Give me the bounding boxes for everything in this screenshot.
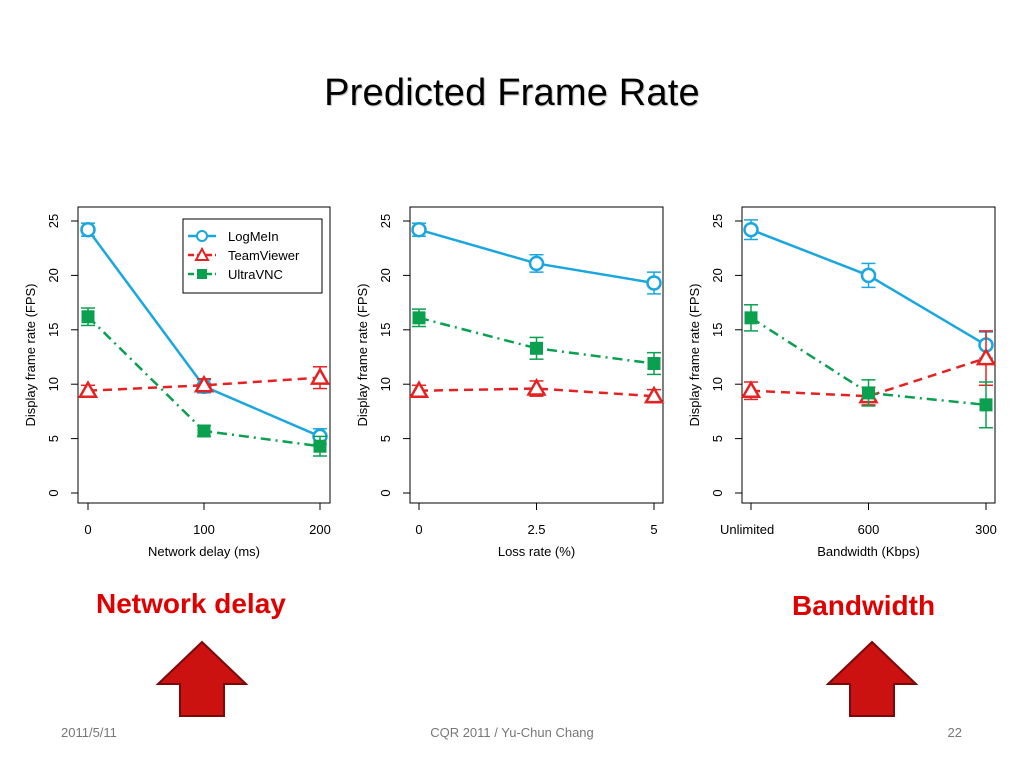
series-ultravnc	[81, 307, 327, 457]
data-point-square	[862, 386, 875, 400]
legend-marker	[197, 269, 207, 279]
series-teamviewer	[408, 378, 665, 404]
data-point-circle	[80, 221, 96, 238]
up-arrow-icon	[825, 640, 919, 717]
x-axis-label: Loss rate (%)	[498, 544, 575, 559]
data-point-triangle	[975, 347, 997, 366]
x-tick-label: 2.5	[527, 522, 545, 537]
data-point-triangle	[77, 380, 99, 398]
y-tick-label: 10	[378, 377, 393, 391]
data-point-square	[412, 311, 426, 325]
data-point-circle	[860, 267, 877, 284]
y-tick-label: 0	[710, 489, 725, 496]
callout-network-delay: Network delay	[96, 588, 286, 619]
legend-marker	[194, 246, 210, 261]
data-point-square	[979, 398, 993, 412]
data-point-triangle	[526, 378, 547, 396]
y-tick-label: 10	[710, 377, 725, 391]
callout-bandwidth: Bandwidth	[792, 590, 936, 621]
y-tick-label: 25	[710, 214, 725, 228]
data-point-circle	[411, 221, 427, 238]
y-tick-label: 20	[710, 268, 725, 282]
data-point-circle	[528, 255, 545, 272]
y-tick-label: 20	[378, 268, 393, 282]
x-tick-label: 200	[309, 522, 331, 537]
y-tick-label: 5	[46, 435, 61, 442]
data-point-square	[744, 311, 758, 325]
data-point-square	[313, 439, 327, 453]
y-tick-label: 5	[378, 435, 393, 442]
footer-date: 2011/5/11	[61, 725, 117, 740]
series-line	[418, 387, 655, 398]
data-point-triangle	[643, 385, 665, 404]
y-axis-label: Display frame rate (FPS)	[687, 283, 702, 426]
y-tick-label: 15	[378, 323, 393, 337]
chart-panel-2: 0 5 10 15 20 25 0 2.5 5 Loss rate (%) Display fram…	[355, 206, 665, 559]
series-line	[418, 316, 655, 365]
x-tick-label: 0	[415, 522, 422, 537]
footer-page-number: 22	[947, 725, 962, 740]
series-logmein	[743, 219, 994, 359]
x-tick-label: 5	[650, 522, 657, 537]
series-ultravnc	[412, 308, 661, 376]
data-point-circle	[743, 221, 759, 238]
x-axis-label: Network delay (ms)	[148, 544, 260, 559]
x-tick-label: 300	[975, 522, 997, 537]
y-tick-label: 15	[46, 323, 61, 337]
legend-label: UltraVNC	[228, 267, 283, 282]
y-tick-label: 20	[46, 268, 61, 282]
y-tick-label: 0	[378, 489, 393, 496]
x-axis-label: Bandwidth (Kbps)	[817, 544, 920, 559]
legend-label: TeamViewer	[228, 248, 300, 263]
data-point-triangle	[309, 367, 331, 385]
data-point-square	[197, 424, 211, 438]
y-tick-label: 15	[710, 323, 725, 337]
y-tick-label: 25	[378, 214, 393, 228]
data-point-square	[530, 341, 543, 355]
x-tick-label: Unlimited	[720, 522, 774, 537]
slide-title: Predicted Frame Rate	[324, 72, 700, 114]
data-point-triangle	[740, 380, 762, 398]
series-logmein	[411, 221, 662, 295]
y-tick-label: 0	[46, 489, 61, 496]
x-tick-label: 600	[858, 522, 880, 537]
data-point-square	[81, 310, 95, 324]
data-point-circle	[646, 275, 662, 291]
legend-label: LogMeIn	[228, 229, 279, 244]
data-point-square	[647, 357, 661, 371]
series-teamviewer	[77, 366, 331, 398]
y-tick-label: 5	[710, 435, 725, 442]
up-arrow-icon	[155, 640, 249, 717]
footer-presentation: CQR 2011 / Yu-Chun Chang	[430, 725, 594, 740]
series-line	[87, 376, 321, 392]
legend-marker	[196, 230, 208, 242]
chart-panel-3: 0 5 10 15 20 25 Unlimited 600 300 Bandwidth (Kbps…	[687, 206, 997, 559]
data-point-triangle	[408, 380, 430, 398]
legend: LogMeIn TeamViewer UltraVNC	[182, 218, 323, 294]
series-ultravnc	[744, 304, 993, 429]
y-tick-label: 10	[46, 377, 61, 391]
x-tick-label: 100	[193, 522, 215, 537]
data-point-triangle	[193, 374, 215, 393]
y-axis-label: Display frame rate (FPS)	[23, 283, 38, 426]
y-tick-label: 25	[46, 214, 61, 228]
chart-panel-1: 0 5 10 15 20 25 0 100 200 Network delay (ms) Displ…	[23, 206, 331, 559]
series-line	[750, 356, 987, 398]
plot-frame	[741, 206, 996, 504]
y-axis-label: Display frame rate (FPS)	[355, 283, 370, 426]
x-tick-label: 0	[84, 522, 91, 537]
